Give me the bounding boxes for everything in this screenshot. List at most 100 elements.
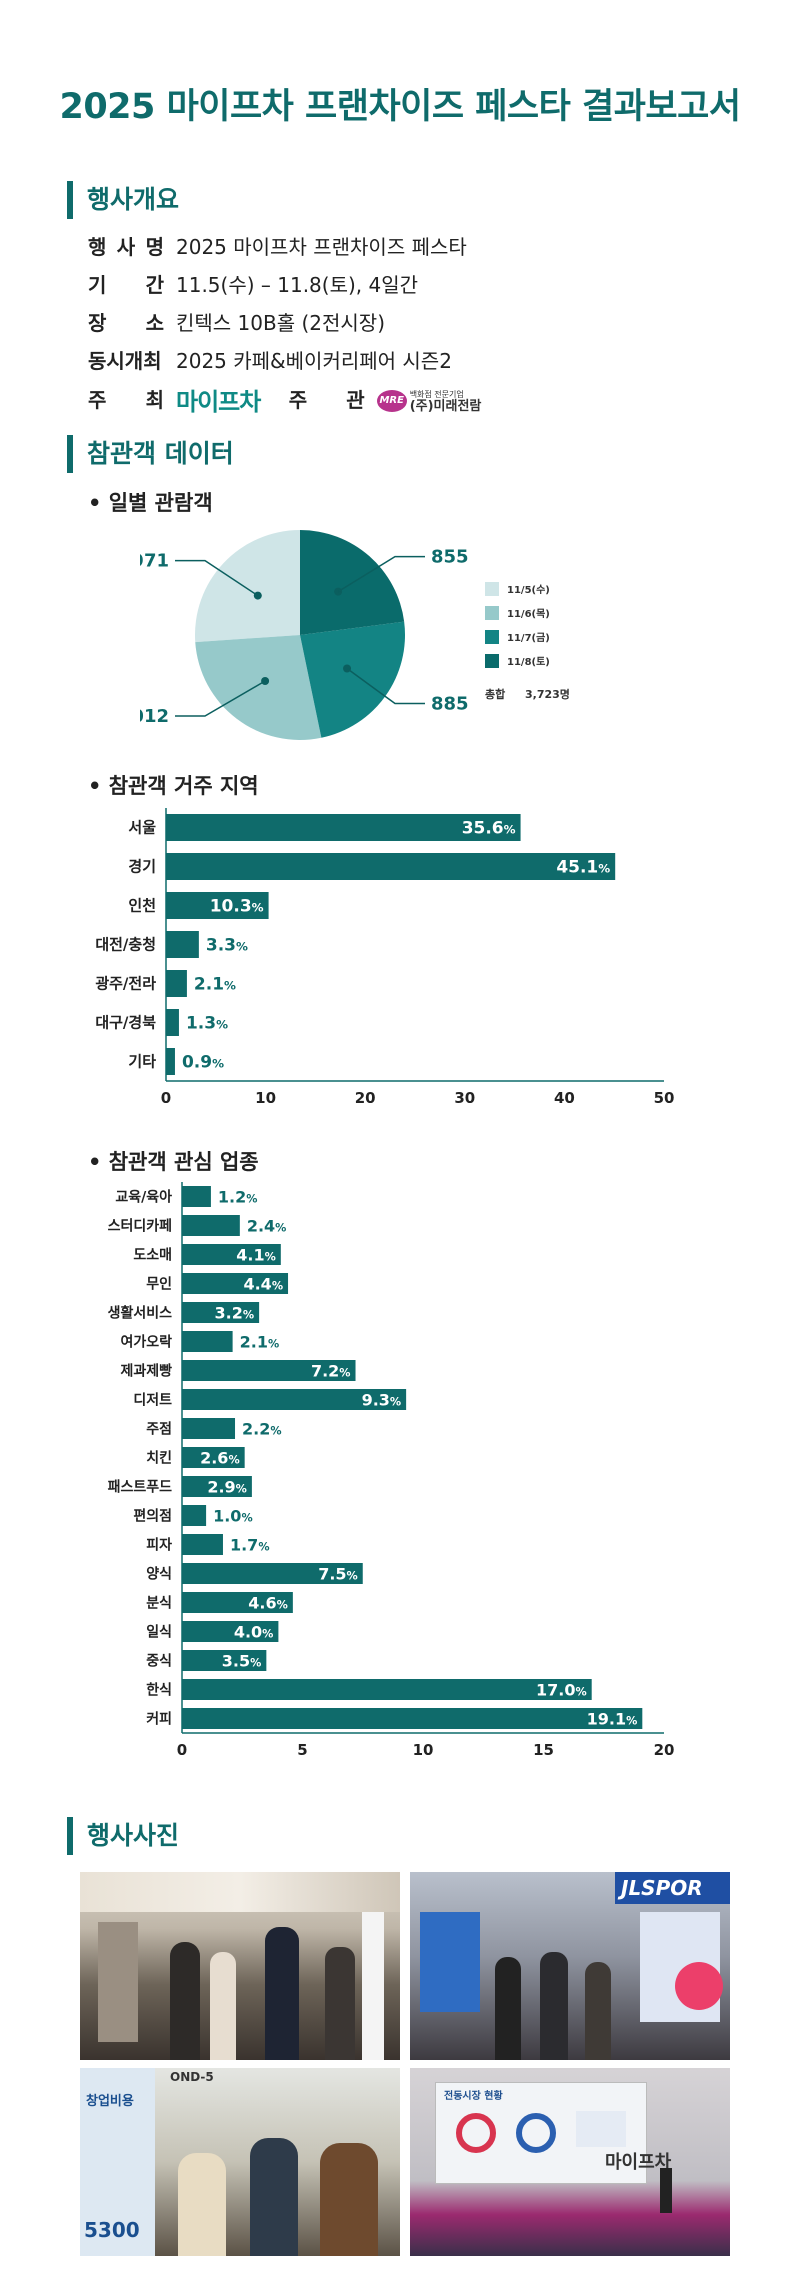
concurrent-value: 2025 카페&베이커리페어 시즌2 [176,349,452,373]
pie-slice [195,635,322,740]
venue-row: 장 소 킨텍스 10B홀 (2전시장) [88,309,385,337]
percent-sign: % [598,862,610,876]
percent-sign: % [243,1309,254,1322]
bar-value-label: 2.1% [240,1333,280,1352]
leader-line [175,680,266,717]
bar-category-label: 무인 [146,1276,172,1293]
bar-category-label: 한식 [146,1683,172,1699]
bar-category-label: 제과제빵 [120,1364,172,1380]
legend-label: 11/5(수) [507,584,550,596]
percent-sign: % [236,1483,247,1496]
percent-sign: % [262,1628,273,1641]
bar [182,1679,592,1700]
report-title: 2025 마이프차 프랜차이즈 페스타 결과보고서 [59,87,741,127]
event-photo-1 [80,1872,400,2060]
pie-value-label: 1,012 [140,706,169,727]
bar-value-label: 9.3% [362,1391,402,1410]
bar [166,931,199,958]
bar-value-label: 3.3% [206,936,248,956]
percent-sign: % [390,1396,401,1409]
daily-visitors-pie-chart: 971 1,012 885 855 11/5(수) 11/6(목) 11/7(금) 11/8(… [140,530,570,740]
leader-line [337,555,425,593]
bar [166,1009,179,1036]
bar-category-label: 커피 [146,1712,172,1728]
bar [182,1186,211,1207]
bar [182,1331,233,1352]
venue-value: 킨텍스 10B홀 (2전시장) [176,311,386,335]
legend-label: 11/7(금) [507,632,550,644]
percent-sign: % [575,1686,586,1699]
bar-category-label: 주점 [146,1421,172,1438]
bar-value-label: 7.2% [311,1362,351,1381]
legend-swatch [485,654,499,668]
mirae-logo: MRE 백화점 전문기업 (주)미래전람 [376,385,482,419]
event-photo-3: 창업비용 5300 OND-5 [80,2068,400,2256]
legend-swatch [485,630,499,644]
bar-category-label: 여가오락 [120,1334,172,1351]
bar-category-label: 대구/경북 [95,1014,156,1032]
bar [182,1534,223,1555]
bar [166,853,616,880]
x-tick-label: 40 [554,1089,575,1107]
x-tick-label: 20 [654,1741,675,1759]
bar-value-label: 2.2% [242,1420,282,1439]
bar [182,1360,356,1381]
bar-category-label: 광주/전라 [95,975,156,993]
visitor-data-heading: 참관객 데이터 [67,435,234,473]
screen-title: 전동시장 현황 [444,2091,503,2102]
bar-value-label: 1.3% [186,1014,228,1034]
bar [182,1389,407,1410]
pie-value-label: 855 [431,547,469,568]
legend-swatch [485,606,499,620]
bar-value-label: 4.0% [234,1623,274,1642]
bar-value-label: 4.6% [248,1594,288,1613]
organizer-name: (주)미래전람 [409,399,482,414]
event-name-row: 행 사 명 2025 마이프차 프랜차이즈 페스타 [88,233,467,261]
startup-cost-sign: 창업비용 [86,2094,134,2109]
period-value: 11.5(수) – 11.8(토), 4일간 [176,273,419,297]
bar-value-label: 0.9% [182,1053,224,1073]
pie-slice [194,530,300,643]
bar-category-label: 경기 [128,858,156,876]
bar-value-label: 7.5% [318,1565,358,1584]
bar [182,1650,267,1671]
organizer-tagline: 백화점 전문기업 [409,390,464,399]
x-tick-label: 0 [177,1741,187,1759]
bar-category-label: 서울 [128,819,156,837]
percent-sign: % [270,1425,281,1438]
bar [166,892,269,919]
host-row: 주 최 마이프차 주 관 MRE 백화점 전문기업 (주)미래전람 [88,383,481,419]
bar-category-label: 피자 [146,1538,172,1554]
bar [182,1708,643,1729]
percent-sign: % [272,1280,283,1293]
percent-sign: % [246,1193,257,1206]
booth-sign: OND-5 [170,2070,214,2084]
bar [166,814,521,841]
overview-heading: 행사개요 [67,181,179,219]
bar-category-label: 교육/육아 [115,1189,172,1206]
total-value: 3,723명 [525,687,570,701]
industry-subtitle: • 참관객 관심 업종 [88,1150,259,1174]
bar [182,1621,279,1642]
leader-line [175,559,259,597]
bar-value-label: 2.9% [207,1478,247,1497]
region-subtitle: • 참관객 거주 지역 [88,774,259,798]
x-tick-label: 10 [255,1089,276,1107]
daily-subtitle: • 일별 관람객 [88,491,213,515]
concurrent-label: 동시개최 [88,349,162,373]
x-tick-label: 20 [355,1089,376,1107]
bar-category-label: 인천 [128,897,156,915]
percent-sign: % [268,1338,279,1351]
bar-category-label: 디저트 [133,1393,172,1409]
percent-sign: % [250,1657,261,1670]
percent-sign: % [504,823,516,837]
stage-logo: 마이프차 [605,2152,672,2173]
pie-value-label: 885 [431,694,469,715]
pie-value-label: 971 [140,551,169,572]
percent-sign: % [241,1512,252,1525]
bar-value-label: 4.4% [243,1275,283,1294]
bar [182,1215,240,1236]
